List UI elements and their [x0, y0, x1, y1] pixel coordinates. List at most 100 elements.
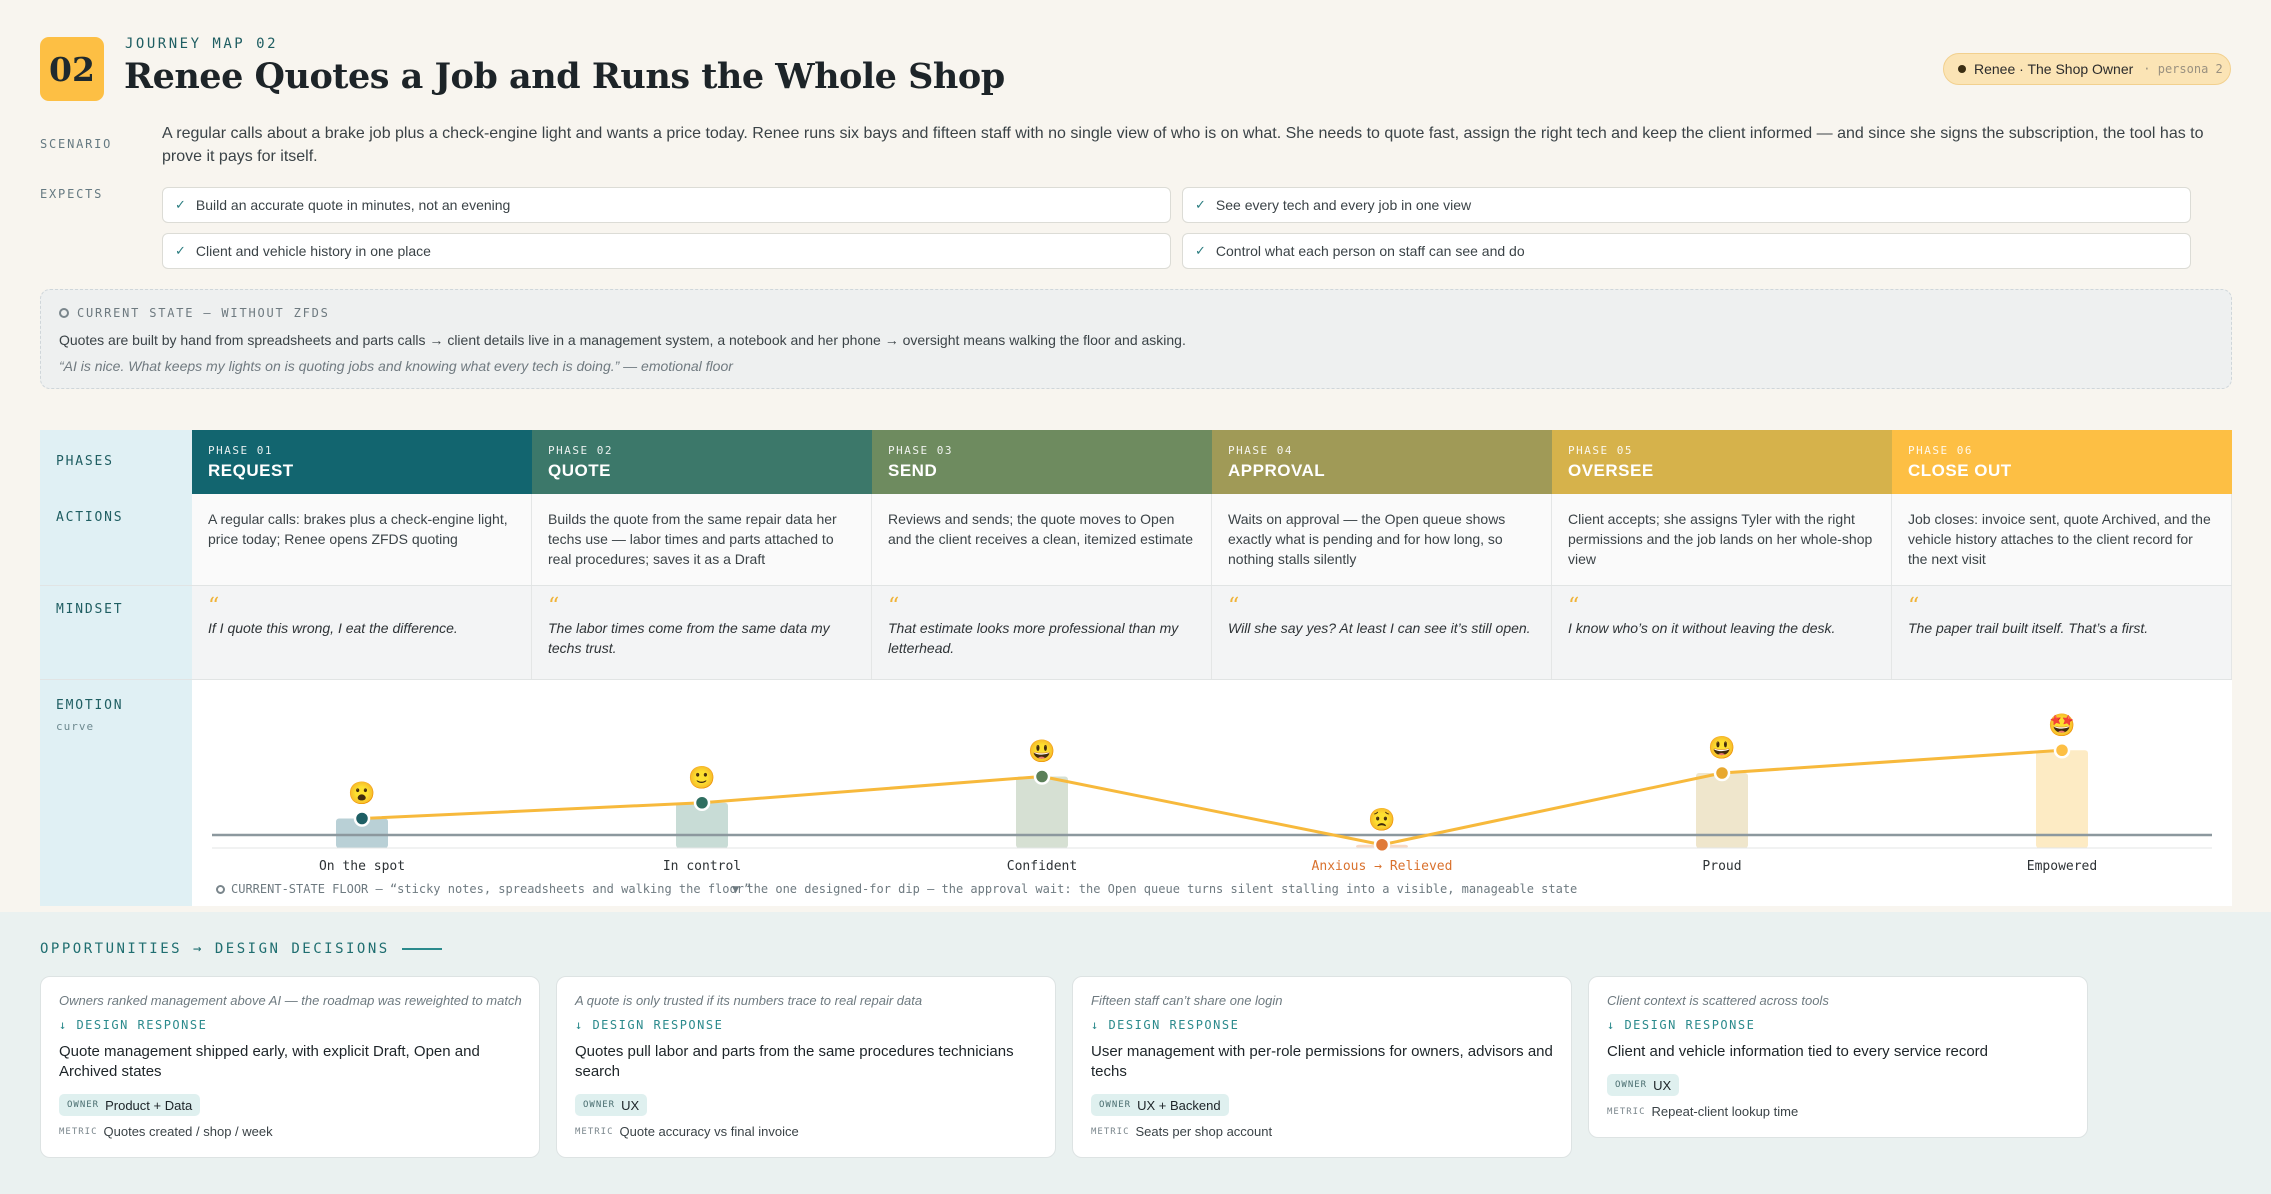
phase-number: PHASE 06: [1908, 444, 1973, 457]
design-decision: User management with per-role permission…: [1091, 1043, 1553, 1080]
expect-chip: ✓ See every tech and every job in one vie…: [1182, 187, 2191, 223]
opportunities-heading: OPPORTUNITIES → DESIGN DECISIONS: [40, 941, 442, 957]
design-decision: Quotes pull labor and parts from the sam…: [575, 1043, 1014, 1080]
emotion-emoji: 😃: [1708, 735, 1735, 760]
metric-row: METRIC Quotes created / shop / week: [59, 1124, 273, 1139]
emotion-curve-area: 😮 On the spot 🙂 In control 😃 Confident 😟 Anxiou…: [192, 680, 2232, 906]
expect-chip: ✓ Build an accurate quote in minutes, not…: [162, 187, 1171, 223]
phase-name: APPROVAL: [1228, 461, 1326, 480]
emotion-label: On the spot: [319, 859, 405, 874]
emotion-point: [2053, 742, 2071, 759]
check-icon: ✓: [175, 243, 186, 258]
page-title: Renee Quotes a Job and Runs the Whole Sh…: [124, 56, 1005, 97]
design-response-label: ↓ DESIGN RESPONSE: [1607, 1018, 1756, 1032]
emotion-bar: [1696, 773, 1748, 848]
floor-note: CURRENT-STATE FLOOR — “sticky notes, spr…: [216, 882, 751, 896]
current-state-text: Quotes are built by hand from spreadshee…: [59, 332, 1186, 348]
check-icon: ✓: [175, 197, 186, 212]
expect-text: See every tech and every job in one view: [1215, 197, 1472, 213]
quote-mark-icon: “: [888, 594, 900, 619]
mindset-cell: “I know who’s on it without leaving the …: [1552, 586, 1892, 679]
metric-value: Quotes created / shop / week: [103, 1124, 273, 1139]
emotion-label: In control: [663, 859, 741, 874]
owner-badge: OWNER Product + Data: [59, 1094, 201, 1116]
action-cell: Waits on approval — the Open queue shows…: [1212, 494, 1552, 585]
mindset-cell: “The labor times come from the same data…: [532, 586, 872, 679]
current-state-quote: “AI is nice. What keeps my lights on is …: [59, 358, 733, 374]
opportunity-card: A quote is only trusted if its numbers t…: [556, 976, 1056, 1158]
mindset-cell: “Will she say yes? At least I can see it…: [1212, 586, 1552, 679]
emotion-label: Empowered: [2027, 859, 2097, 874]
persona-tag: · persona 2: [2143, 62, 2223, 76]
expect-text: Client and vehicle history in one place: [195, 243, 431, 259]
design-decision: Client and vehicle information tied to e…: [1607, 1043, 1989, 1060]
emotion-point: [1373, 836, 1391, 853]
phase-name: SEND: [888, 461, 938, 480]
check-icon: ✓: [1195, 197, 1206, 212]
emotion-emoji: 😃: [1028, 739, 1055, 764]
phase-name: REQUEST: [208, 461, 294, 480]
action-cell: Reviews and sends; the quote moves to Op…: [872, 494, 1212, 585]
expects-label: EXPECTS: [40, 187, 104, 201]
metric-row: METRIC Repeat-client lookup time: [1607, 1104, 1799, 1119]
mindset-quote: The labor times come from the same data …: [548, 620, 830, 656]
emotion-point: [1713, 764, 1731, 782]
design-response-label: ↓ DESIGN RESPONSE: [575, 1018, 724, 1032]
action-cell: Job closes: invoice sent, quote Archived…: [1892, 494, 2232, 585]
phase-header-6: PHASE 06 CLOSE OUT: [1892, 430, 2232, 494]
mindset-cell: “That estimate looks more professional t…: [872, 586, 1212, 679]
design-response-label: ↓ DESIGN RESPONSE: [59, 1018, 208, 1032]
mindset-cell: “If I quote this wrong, I eat the differ…: [192, 586, 532, 679]
row-label-mindset: MINDSET: [40, 586, 192, 680]
metric-value: Quote accuracy vs final invoice: [619, 1124, 799, 1139]
emotion-emoji: 😟: [1368, 807, 1395, 832]
emotion-emoji: 🙂: [688, 765, 715, 790]
emotion-label: Proud: [1702, 859, 1741, 874]
metric-row: METRIC Quote accuracy vs final invoice: [575, 1124, 799, 1139]
check-icon: ✓: [1195, 243, 1206, 258]
emotion-point: [693, 794, 711, 811]
phase-header-1: PHASE 01 REQUEST: [192, 430, 532, 494]
emotion-bar: [2036, 750, 2088, 848]
metric-value: Repeat-client lookup time: [1651, 1104, 1799, 1119]
owner-value: UX: [621, 1097, 640, 1113]
persona-dot-icon: [1958, 65, 1966, 73]
action-cell: Builds the quote from the same repair da…: [532, 494, 872, 585]
phase-number: PHASE 03: [888, 444, 953, 457]
row-label-emotion: EMOTION curve: [40, 680, 192, 906]
emotion-bar: [336, 818, 388, 848]
opportunity-card: Client context is scattered across tools…: [1588, 976, 2088, 1138]
quote-mark-icon: “: [208, 594, 220, 619]
owner-badge: OWNER UX: [1607, 1074, 1680, 1096]
emotion-emoji: 😮: [348, 781, 375, 806]
mindset-cell: “The paper trail built itself. That’s a …: [1892, 586, 2232, 679]
owner-value: UX + Backend: [1137, 1097, 1221, 1113]
owner-badge: OWNER UX + Backend: [1091, 1094, 1229, 1116]
dip-note: ▼ the one designed-for dip — the approva…: [732, 882, 1578, 896]
journey-kicker: JOURNEY MAP 02: [125, 36, 279, 52]
quote-mark-icon: “: [548, 594, 560, 619]
heading-rule: [401, 948, 442, 950]
phase-name: OVERSEE: [1568, 461, 1654, 480]
emotion-label: Anxious → Relieved: [1312, 859, 1453, 874]
current-state-panel: CURRENT STATE — WITHOUT ZFDS Quotes are …: [40, 289, 2232, 389]
opportunity-context: Client context is scattered across tools: [1607, 993, 1829, 1008]
phase-header-5: PHASE 05 OVERSEE: [1552, 430, 1892, 494]
emotion-bar: [1016, 776, 1068, 848]
opportunity-card: Fifteen staff can’t share one login ↓ DES…: [1072, 976, 1572, 1158]
current-state-label: CURRENT STATE — WITHOUT ZFDS: [59, 306, 330, 320]
emotion-label: Confident: [1007, 859, 1077, 874]
expect-text: Control what each person on staff can se…: [1215, 243, 1525, 259]
circle-icon: [59, 308, 69, 318]
opportunity-context: A quote is only trusted if its numbers t…: [575, 993, 923, 1008]
metric-row: METRIC Seats per shop account: [1091, 1124, 1273, 1139]
phase-name: CLOSE OUT: [1908, 461, 2012, 480]
phase-header-2: PHASE 02 QUOTE: [532, 430, 872, 494]
design-response-label: ↓ DESIGN RESPONSE: [1091, 1018, 1240, 1032]
emotion-emoji: 🤩: [2048, 712, 2075, 737]
emotion-point: [353, 810, 371, 827]
persona-pill[interactable]: Renee · The Shop Owner · persona 2: [1943, 53, 2231, 85]
persona-name: Renee · The Shop Owner: [1974, 61, 2134, 77]
journey-number-badge: 02: [40, 37, 104, 101]
phase-number: PHASE 05: [1568, 444, 1633, 457]
